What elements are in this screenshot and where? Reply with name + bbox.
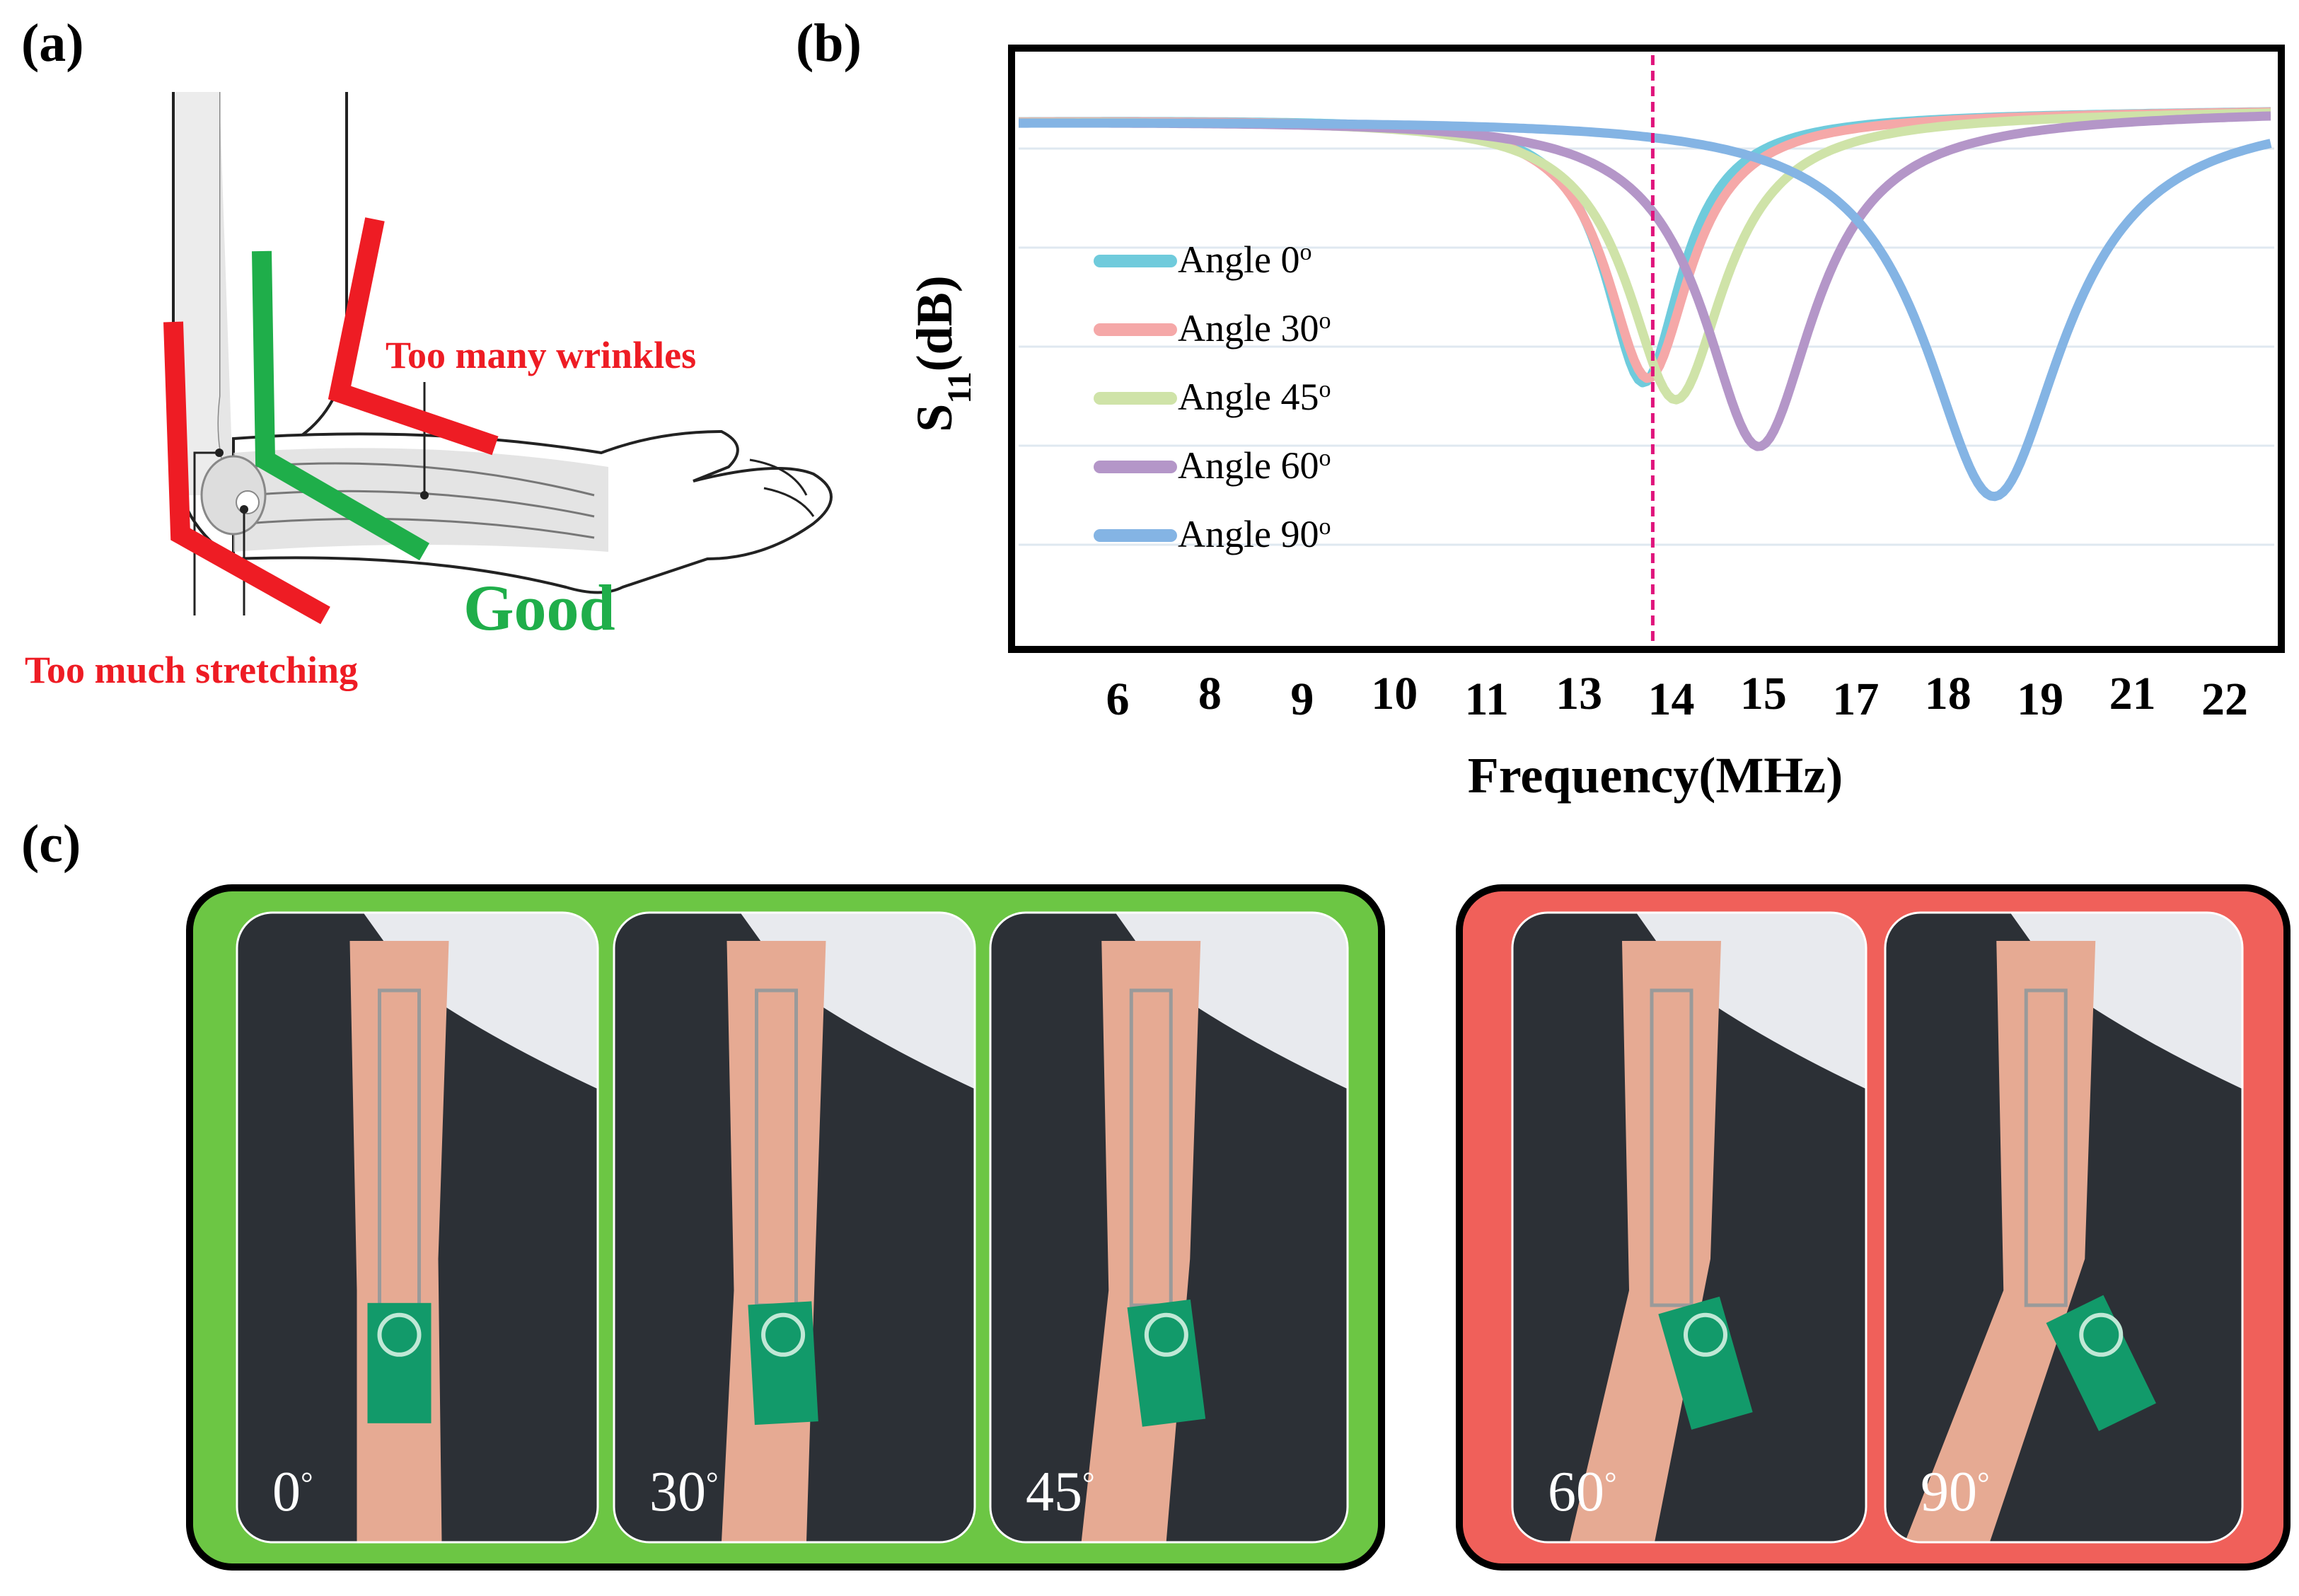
legend-label: Angle 90o xyxy=(1178,513,1331,555)
angle-label: 60° xyxy=(1548,1461,1617,1523)
y-axis-label: S11(dB) xyxy=(906,275,978,432)
legend-label: Angle 0o xyxy=(1178,238,1311,281)
curve-angle-90 xyxy=(1018,118,2272,502)
legend-item: Angle 0o xyxy=(1094,238,1311,281)
angle-label: 0° xyxy=(272,1461,313,1523)
x-tick-label: 22 xyxy=(2201,673,2248,725)
x-tick-labels: 6 8 9 10 11 13 14 15 17 18 19 21 22 xyxy=(1106,668,2249,725)
legend-label: Angle 60o xyxy=(1178,444,1331,487)
legend-item: Angle 30o xyxy=(1094,307,1331,349)
x-tick-label: 13 xyxy=(1556,668,1602,719)
arm-photo-90: 90° xyxy=(1884,911,2244,1544)
too-much-stretching-label: Too much stretching xyxy=(25,649,358,691)
panel-a-illustration xyxy=(163,92,833,625)
chart-legend: Angle 0o Angle 30o Angle 45o Angle 60o Angle… xyxy=(1094,238,1331,555)
x-tick-label: 15 xyxy=(1740,668,1787,719)
x-tick-label: 17 xyxy=(1832,673,1879,725)
y-axis-label-sub: 11 xyxy=(941,371,978,403)
angle-label: 90° xyxy=(1921,1461,1990,1523)
x-axis-label: Frequency(MHz) xyxy=(1468,747,1843,804)
y-axis-label-unit: (dB) xyxy=(906,275,963,371)
chart-curves xyxy=(1018,107,2272,502)
x-tick-label: 19 xyxy=(2017,673,2063,725)
legend-item: Angle 60o xyxy=(1094,444,1331,487)
too-many-wrinkles-label: Too many wrinkles xyxy=(386,334,696,376)
panel-label-c: (c) xyxy=(21,814,81,874)
x-tick-label: 9 xyxy=(1290,673,1314,725)
arm-photo-45: 45° xyxy=(989,911,1349,1544)
legend-item: Angle 90o xyxy=(1094,513,1331,555)
panel-label-b: (b) xyxy=(796,13,862,73)
s11-chart: Angle 0o Angle 30o Angle 45o Angle 60o Angle… xyxy=(906,45,2285,804)
angle-label: 30° xyxy=(649,1461,719,1523)
x-tick-label: 18 xyxy=(1925,668,1971,719)
good-label: Good xyxy=(463,572,615,644)
legend-label: Angle 45o xyxy=(1178,376,1331,418)
x-tick-label: 14 xyxy=(1648,673,1695,725)
x-tick-label: 6 xyxy=(1106,673,1130,725)
panel-c-photos: 0° 30° 45° 60° 90° xyxy=(186,884,2291,1571)
legend-item: Angle 45o xyxy=(1094,376,1331,418)
x-tick-label: 10 xyxy=(1371,668,1418,719)
panel-label-a: (a) xyxy=(21,13,84,73)
x-tick-label: 21 xyxy=(2109,668,2156,719)
angle-label: 45° xyxy=(1026,1461,1095,1523)
arm-photo-0: 0° xyxy=(236,911,599,1544)
y-axis-label-main: S xyxy=(906,404,963,432)
x-tick-label: 11 xyxy=(1464,673,1508,725)
arm-photo-60: 60° xyxy=(1511,911,1867,1544)
x-tick-label: 8 xyxy=(1198,668,1222,719)
legend-label: Angle 30o xyxy=(1178,307,1331,349)
arm-photo-30: 30° xyxy=(613,911,976,1544)
